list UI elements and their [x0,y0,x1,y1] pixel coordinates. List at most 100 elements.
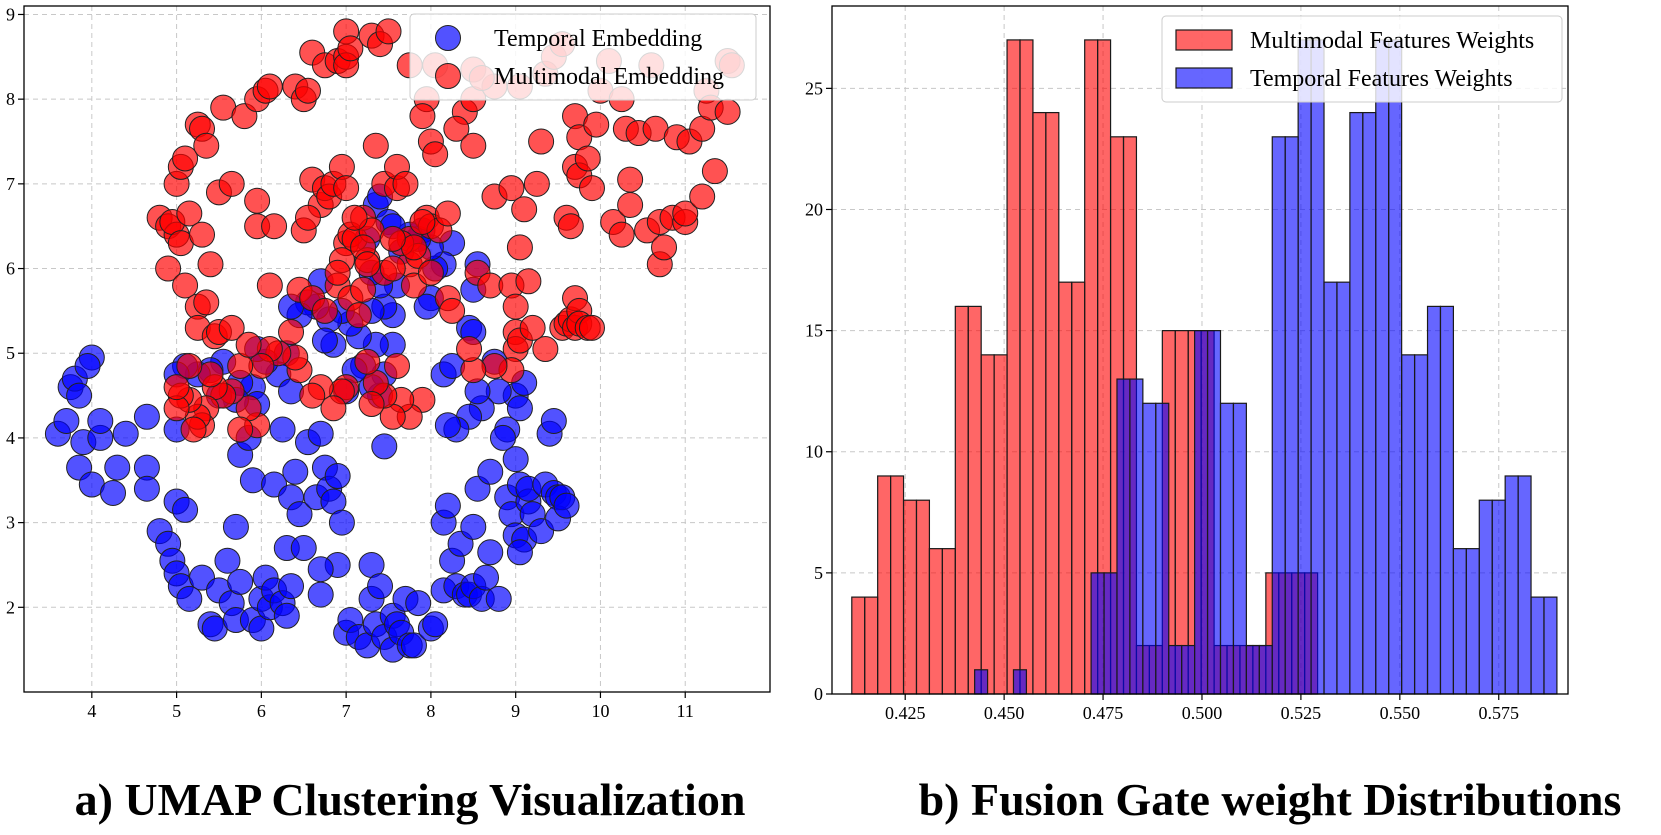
temporal-bar [1375,39,1390,695]
temporal-point [324,463,351,490]
multimodal-point [506,234,533,261]
multimodal-point [256,73,283,100]
x-tick-label: 5 [172,701,181,721]
temporal-bar [1297,39,1312,695]
multimodal-point [278,319,305,346]
temporal-point [434,492,461,519]
y-tick-label: 3 [6,513,15,533]
multimodal-point [320,395,347,422]
temporal-point [222,513,249,540]
umap-scatter-panel: 4 5 6 7 8 9 10 11 2 3 4 5 6 7 8 9 Temporal Embedding Mul… [6,4,771,721]
multimodal-point [434,200,461,227]
multimodal-bar [967,305,982,695]
multimodal-point [218,170,245,197]
multimodal-point [417,259,444,286]
multimodal-point [294,204,321,231]
multimodal-point [502,293,529,320]
temporal-point [53,407,80,434]
temporal-bar [1103,572,1118,695]
temporal-bar [1181,644,1196,695]
temporal-point [460,513,487,540]
legend-swatch [1175,29,1233,51]
temporal-point [473,564,500,591]
temporal-bar [1426,305,1442,695]
temporal-point [489,424,516,451]
multimodal-point [651,234,678,261]
multimodal-point [354,251,381,278]
temporal-point [227,568,254,595]
multimodal-bar [864,596,879,695]
histogram-bars [851,39,1558,695]
temporal-bar [1452,548,1467,695]
x-tick-label: 10 [591,701,609,721]
temporal-point [553,492,580,519]
temporal-point [278,573,305,600]
temporal-point [311,327,338,354]
multimodal-point [574,145,601,172]
multimodal-point [375,18,402,45]
multimodal-point [362,132,389,159]
temporal-point [477,458,504,485]
multimodal-bar [902,499,918,695]
temporal-point [273,602,300,629]
y-tick-label: 6 [6,259,15,279]
multimodal-bar [851,596,866,695]
multimodal-point [608,221,635,248]
temporal-point [239,467,266,494]
temporal-point [477,539,504,566]
multimodal-point [163,374,190,401]
temporal-bar [1129,378,1144,695]
x-tick-label: 8 [426,701,435,721]
temporal-point [87,407,114,434]
multimodal-point [532,336,559,362]
legend-label: Temporal Embedding [494,26,702,52]
x-tick-label: 11 [677,701,694,721]
temporal-point [371,433,398,460]
temporal-point [328,509,355,536]
multimodal-bar [877,475,892,695]
legend-marker [435,63,461,89]
temporal-point [112,420,139,447]
scatter-frame [23,5,771,693]
multimodal-point [439,297,466,324]
x-tick-label: 9 [511,701,520,721]
multimodal-point [337,35,364,62]
multimodal-point [341,204,368,231]
temporal-bar [1491,499,1506,695]
temporal-point [307,420,334,447]
multimodal-point [350,276,377,303]
multimodal-point [294,77,321,104]
y-tick-label: 0 [814,684,823,704]
multimodal-bar [1019,39,1034,695]
multimodal-bar [1058,281,1073,695]
multimodal-point [180,416,207,443]
temporal-point [214,547,241,574]
temporal-bar [1310,39,1325,695]
multimodal-point [583,111,610,138]
temporal-bar [1349,111,1364,695]
multimodal-point [422,141,449,168]
caption-histogram: b) Fusion Gate weight Distributions [918,774,1622,825]
temporal-bar [1362,111,1377,695]
caption-umap: a) UMAP Clustering Visualization [74,774,746,825]
temporal-bar [1116,378,1131,695]
temporal-point [502,446,529,473]
temporal-point [506,539,533,566]
temporal-bar [1336,281,1351,695]
temporal-point [104,454,131,481]
multimodal-point [557,213,584,240]
temporal-bar [1543,596,1558,695]
multimodal-bar [1032,111,1047,695]
multimodal-bar [993,354,1008,695]
multimodal-point [354,348,381,375]
temporal-point [269,416,296,443]
x-tick-label: 0.425 [885,703,926,723]
multimodal-bar [890,475,905,695]
temporal-bar [1155,402,1170,695]
legend-label: Temporal Features Weights [1250,66,1513,92]
multimodal-point [227,416,254,443]
multimodal-point [328,153,355,180]
multimodal-point [481,352,508,379]
multimodal-point [197,251,224,278]
